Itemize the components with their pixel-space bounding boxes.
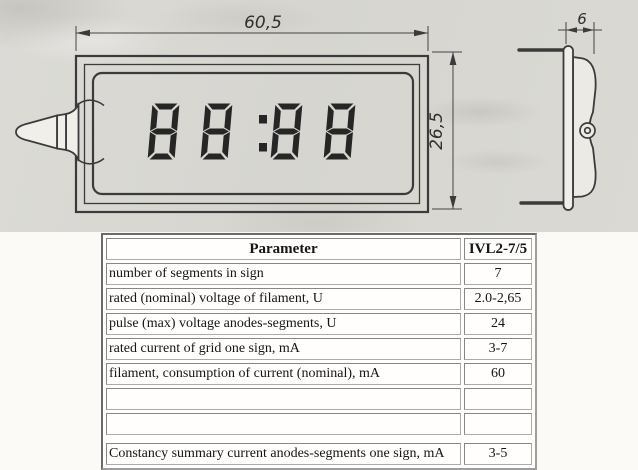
param-cell: number of segments in sign xyxy=(106,263,461,285)
param-cell: pulse (max) voltage anodes-segments, U xyxy=(106,313,461,335)
tip-collar xyxy=(56,112,67,152)
seven-segment-digit xyxy=(323,103,356,160)
seven-segment-digit xyxy=(200,103,233,160)
parameters-table: Parameter IVL2-7/5 number of segments in… xyxy=(101,233,537,470)
technical-drawing-svg: 60,5 26,5 xyxy=(15,10,602,214)
dim-width-arrow-right xyxy=(414,29,428,37)
value-cell: 3-7 xyxy=(464,338,532,360)
spacer-cell xyxy=(106,438,532,440)
table-row-empty xyxy=(106,413,532,435)
value-cell-empty xyxy=(464,413,532,435)
table-row: rated (nominal) voltage of filament, U 2… xyxy=(106,288,532,310)
dim-depth: 6 xyxy=(558,10,602,54)
param-cell: Constancy summary current anodes-segment… xyxy=(106,443,461,465)
display-window xyxy=(91,71,415,196)
seven-segment-digit xyxy=(147,103,180,160)
dim-height-arrow-bottom xyxy=(449,196,457,209)
display-outer-frame xyxy=(74,54,430,214)
table-row: pulse (max) voltage anodes-segments, U 2… xyxy=(106,313,532,335)
glass-faceplate xyxy=(562,45,574,211)
dim-height-label: 26,5 xyxy=(427,112,447,150)
table-row: filament, consumption of current (nomina… xyxy=(106,363,532,385)
value-cell: 24 xyxy=(464,313,532,335)
value-cell: 2.0-2,65 xyxy=(464,288,532,310)
param-cell: rated (nominal) voltage of filament, U xyxy=(106,288,461,310)
param-cell: filament, consumption of current (nomina… xyxy=(106,363,461,385)
side-exhaust-port-outer xyxy=(579,122,596,139)
dim-width: 60,5 xyxy=(75,13,429,51)
tip-bottom-meniscus xyxy=(78,157,105,165)
dim-width-label: 60,5 xyxy=(244,13,282,33)
table-row: number of segments in sign 7 xyxy=(106,263,532,285)
colon-dot xyxy=(259,143,267,152)
param-cell-empty xyxy=(106,413,461,435)
dim-depth-extension-lines xyxy=(565,22,595,54)
value-cell: 3-5 xyxy=(464,443,532,465)
front-view: 60,5 26,5 xyxy=(15,13,462,214)
tip-nose xyxy=(15,114,58,150)
colon-dot xyxy=(259,115,267,124)
value-cell: 60 xyxy=(464,363,532,385)
table-row: Constancy summary current anodes-segment… xyxy=(106,443,532,465)
tip-top-meniscus xyxy=(78,99,105,107)
dim-width-extension-lines xyxy=(75,26,429,51)
dim-depth-arrow-left xyxy=(566,27,577,33)
dim-height-arrow-top xyxy=(449,52,457,65)
value-cell-empty xyxy=(464,388,532,410)
tip-bell xyxy=(65,102,80,162)
value-cell: 7 xyxy=(464,263,532,285)
table-row: rated current of grid one sign, mA 3-7 xyxy=(106,338,532,360)
table-spacer-row xyxy=(106,438,532,440)
scanned-drawing-region: 60,5 26,5 xyxy=(0,0,638,232)
dim-height: 26,5 xyxy=(427,51,462,210)
dim-depth-arrow-right xyxy=(583,27,594,33)
dim-height-extension-lines xyxy=(432,51,462,210)
param-cell-empty xyxy=(106,388,461,410)
param-cell: rated current of grid one sign, mA xyxy=(106,338,461,360)
display-mid-frame xyxy=(83,63,421,205)
seven-segment-display xyxy=(147,103,356,160)
dim-width-arrow-left xyxy=(76,29,90,37)
seven-segment-digit xyxy=(270,103,303,160)
dim-depth-label: 6 xyxy=(577,10,587,28)
side-exhaust-port-inner xyxy=(583,126,592,135)
table-row-empty xyxy=(106,388,532,410)
table-header-row: Parameter IVL2-7/5 xyxy=(106,238,532,260)
exhaust-tip xyxy=(15,99,105,165)
table-header-parameter: Parameter xyxy=(106,238,461,260)
table-header-type: IVL2-7/5 xyxy=(464,238,532,260)
side-view: 6 xyxy=(517,10,602,211)
